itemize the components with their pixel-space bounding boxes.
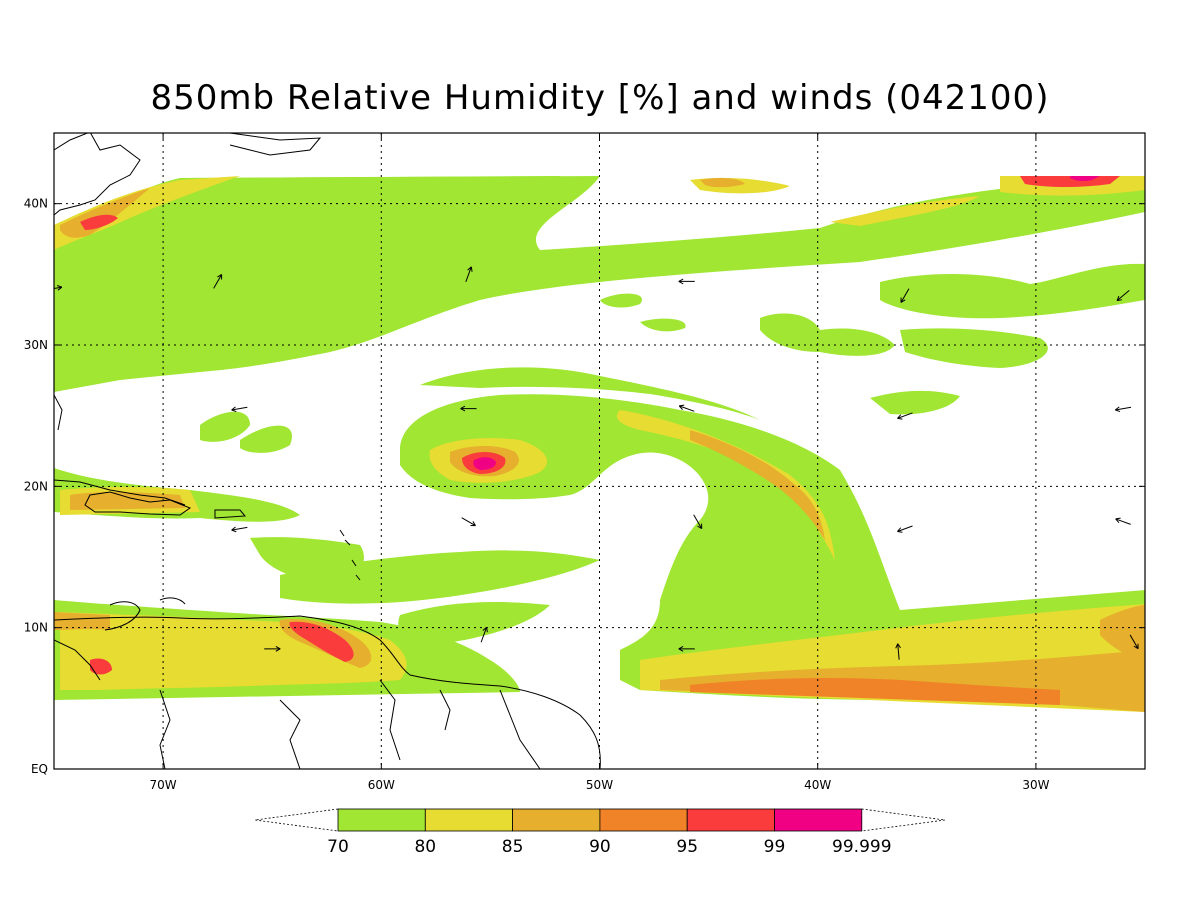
colorbar-label: 90 <box>589 837 611 857</box>
humidity-region-34 <box>1070 176 1100 182</box>
map-title: 850mb Relative Humidity [%] and winds (0… <box>150 78 1050 118</box>
wind-arrow <box>465 266 473 283</box>
colorbar-label: 70 <box>327 837 349 857</box>
colorbar-low-extension <box>254 808 339 832</box>
humidity-region-18 <box>690 430 825 540</box>
y-tick-label: 10N <box>24 621 48 635</box>
wind-arrow <box>897 525 913 533</box>
wind-arrow <box>1114 406 1132 413</box>
humidity-region-29 <box>80 214 118 230</box>
wind-arrow <box>678 278 695 285</box>
coastline-17 <box>439 689 451 731</box>
colorbar-label: 99.999 <box>832 837 891 857</box>
humidity-region-2 <box>880 263 1145 319</box>
humidity-region-5 <box>870 390 960 415</box>
colorbar-swatch <box>512 808 601 832</box>
wind-arrow <box>678 404 695 412</box>
coastline-3 <box>54 479 186 506</box>
wind-arrow <box>900 288 910 303</box>
wind-arrow <box>1129 634 1139 650</box>
humidity-region-40 <box>90 658 112 675</box>
coastline-8 <box>355 574 361 581</box>
humidity-region-4 <box>900 328 1048 368</box>
wind-arrow <box>264 646 281 652</box>
colorbar-label: 80 <box>414 837 436 857</box>
colorbar-swatch <box>424 808 513 832</box>
wind-arrow <box>480 626 488 643</box>
humidity-region-11 <box>240 425 292 453</box>
wind-arrow <box>895 643 901 660</box>
x-tick-label: 40W <box>804 778 831 792</box>
wind-arrow <box>1116 290 1130 302</box>
coastline-16 <box>379 679 401 761</box>
humidity-region-1 <box>180 176 560 300</box>
humidity-region-13 <box>420 367 760 420</box>
humidity-region-38 <box>289 621 354 662</box>
x-tick-label: 60W <box>368 778 395 792</box>
humidity-region-7 <box>640 318 686 332</box>
gridlines <box>54 133 1145 769</box>
y-tick-label: 20N <box>24 479 48 493</box>
x-tick-label: 70W <box>150 778 177 792</box>
coastline-7 <box>351 559 357 567</box>
wind-arrow <box>231 406 248 413</box>
coastline-4 <box>84 491 192 516</box>
coastline-2 <box>54 394 63 431</box>
coastline-5 <box>214 509 247 519</box>
wind-arrow <box>693 514 703 530</box>
wind-arrow <box>231 526 248 533</box>
wind-arrow <box>678 646 695 652</box>
colorbar-swatch <box>599 808 688 832</box>
humidity-region-3 <box>760 313 895 356</box>
coastline-13 <box>54 639 101 681</box>
humidity-region-6 <box>600 293 642 308</box>
axis-ticks: 70W 60W 50W 40W 30W EQ 10N 20N 30N 40N <box>24 133 1145 792</box>
colorbar-label: 95 <box>676 837 698 857</box>
coastline-9 <box>339 529 345 537</box>
wind-arrow <box>213 274 223 289</box>
y-tick-label: 40N <box>24 197 48 211</box>
y-tick-label: EQ <box>31 762 48 776</box>
wind-arrow <box>54 285 63 291</box>
coastline-12 <box>104 601 141 631</box>
humidity-region-25 <box>690 677 1060 705</box>
humidity-region-10 <box>200 411 250 442</box>
humidity-region-33 <box>1020 176 1120 187</box>
colorbar-label: 85 <box>502 837 524 857</box>
humidity-fill <box>54 176 1145 712</box>
map-layer <box>54 133 1145 769</box>
coastline-10 <box>54 615 601 769</box>
colorbar-label: 99 <box>764 837 786 857</box>
wind-vectors <box>54 266 1139 660</box>
coastline-18 <box>499 689 541 769</box>
coastline-14 <box>159 689 171 769</box>
humidity-region-39 <box>54 612 110 630</box>
x-tick-label: 50W <box>586 778 613 792</box>
wind-arrow <box>1115 517 1131 525</box>
humidity-region-22 <box>473 457 496 470</box>
humidity-region-15 <box>398 602 550 645</box>
colorbar-swatch <box>686 808 775 832</box>
colorbar: 70 80 85 90 95 99 99.999 <box>254 808 946 857</box>
colorbar-swatch <box>774 808 863 832</box>
y-tick-label: 30N <box>24 338 48 352</box>
coastline-1 <box>229 133 322 156</box>
coastline-6 <box>344 539 351 546</box>
coastline-15 <box>279 699 301 769</box>
wind-arrow <box>897 412 913 420</box>
coastline-11 <box>159 597 186 605</box>
wind-arrow <box>460 405 477 412</box>
colorbar-swatch <box>337 808 426 832</box>
x-tick-label: 30W <box>1022 778 1049 792</box>
colorbar-high-extension <box>861 808 946 832</box>
humidity-region-14 <box>280 550 600 604</box>
wind-arrow <box>461 517 476 527</box>
humidity-region-31 <box>700 177 745 188</box>
